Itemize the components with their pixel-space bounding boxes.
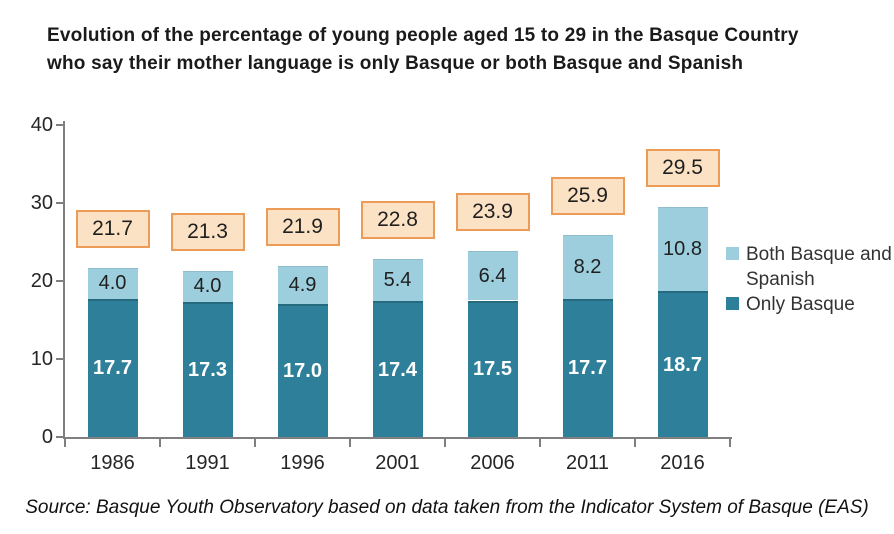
- legend-item-only-basque: Only Basque: [726, 292, 892, 317]
- bar-value-label: 5.4: [383, 269, 412, 292]
- y-tick-label: 10: [30, 348, 53, 370]
- legend-swatch: [726, 247, 739, 260]
- y-tick-mark: [56, 124, 63, 126]
- bar-segment-both-basque-and-spanish: 4.9: [277, 266, 328, 305]
- x-tick-label: 1986: [90, 452, 135, 474]
- y-axis-line: [63, 121, 65, 439]
- bar-segment-both-basque-and-spanish: 8.2: [562, 234, 613, 299]
- x-tick-mark: [159, 439, 161, 447]
- y-tick-mark: [56, 358, 63, 360]
- x-tick-label: 2011: [565, 452, 609, 474]
- bar-value-label: 17.5: [473, 358, 512, 381]
- bar-value-label: 17.0: [283, 360, 322, 383]
- x-tick-mark: [444, 439, 446, 447]
- bar-segment-only-basque: 18.7: [657, 291, 708, 437]
- bar-value-label: 10.8: [663, 238, 702, 260]
- legend-swatch: [726, 297, 739, 310]
- x-tick-mark: [539, 439, 541, 447]
- legend-label: Only Basque: [746, 294, 855, 315]
- legend-label: Both Basque and Spanish: [746, 244, 892, 290]
- bar-segment-both-basque-and-spanish: 10.8: [657, 206, 708, 292]
- total-value-box: 21.9: [265, 208, 340, 247]
- bar-value-label: 4.0: [193, 275, 222, 298]
- bar-value-label: 4.9: [288, 274, 317, 297]
- x-tick-label: 2001: [375, 452, 420, 474]
- y-tick-label: 40: [30, 114, 53, 136]
- total-value-box: 22.8: [360, 201, 435, 240]
- bar-segment-both-basque-and-spanish: 4.0: [87, 267, 138, 299]
- bar-segment-only-basque: 17.0: [277, 304, 328, 437]
- bar-value-label: 8.2: [573, 255, 602, 278]
- y-tick-mark: [56, 436, 63, 438]
- x-tick-mark: [634, 439, 636, 447]
- bar-value-label: 17.3: [188, 359, 227, 382]
- x-tick-mark: [64, 439, 66, 447]
- total-value-box: 23.9: [455, 192, 530, 231]
- total-value-box: 21.7: [75, 209, 150, 248]
- y-tick-label: 0: [41, 426, 53, 448]
- bar-segment-only-basque: 17.7: [87, 298, 138, 437]
- bar-segment-both-basque-and-spanish: 4.0: [182, 270, 233, 303]
- x-tick-mark: [729, 439, 731, 447]
- y-tick-label: 30: [30, 192, 53, 214]
- bar-segment-only-basque: 17.4: [372, 301, 423, 437]
- bar-segment-both-basque-and-spanish: 5.4: [372, 259, 423, 302]
- total-value-box: 21.3: [170, 212, 245, 251]
- y-tick-label: 20: [30, 270, 53, 292]
- chart-title: Evolution of the percentage of young peo…: [47, 25, 799, 74]
- bar-segment-only-basque: 17.7: [562, 298, 613, 437]
- y-tick-mark: [56, 202, 63, 204]
- legend-item-both-basque-and-spanish: Both Basque and Spanish: [726, 242, 892, 292]
- total-value-box: 29.5: [645, 148, 720, 187]
- y-tick-mark: [56, 280, 63, 282]
- bar-value-label: 17.4: [378, 358, 417, 381]
- bar-value-label: 17.7: [93, 357, 132, 380]
- bar-segment-only-basque: 17.3: [182, 302, 233, 437]
- x-tick-mark: [349, 439, 351, 447]
- bar-value-label: 17.7: [568, 357, 607, 380]
- x-tick-label: 2006: [470, 452, 515, 474]
- bar-segment-both-basque-and-spanish: 6.4: [467, 250, 518, 301]
- total-value-box: 25.9: [550, 176, 625, 215]
- x-tick-label: 1996: [280, 452, 325, 474]
- x-tick-mark: [254, 439, 256, 447]
- source-note: Source: Basque Youth Observatory based o…: [25, 497, 869, 518]
- bar-value-label: 18.7: [663, 353, 702, 376]
- x-tick-label: 2016: [660, 452, 705, 474]
- bar-value-label: 6.4: [478, 264, 507, 287]
- x-axis-line: [63, 437, 732, 439]
- bar-value-label: 4.0: [98, 272, 127, 295]
- x-tick-label: 1991: [185, 452, 230, 474]
- bar-segment-only-basque: 17.5: [467, 300, 518, 437]
